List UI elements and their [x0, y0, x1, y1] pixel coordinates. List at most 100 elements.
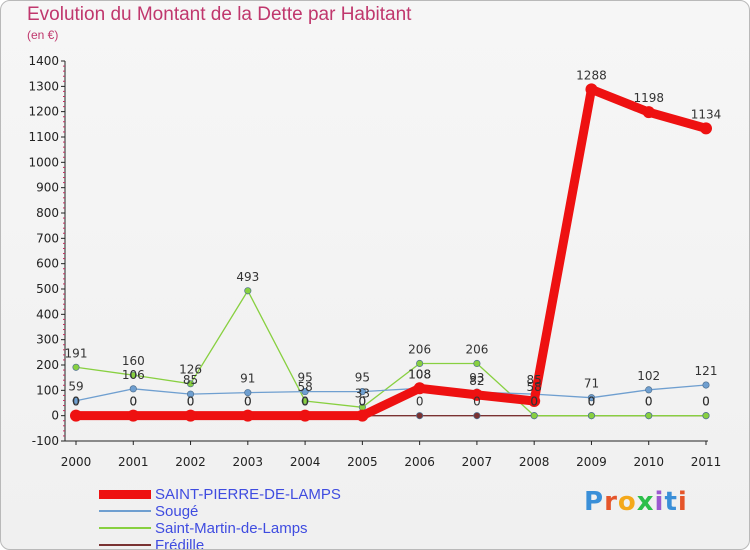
series-point-2 [587, 412, 596, 420]
data-label-3: 0 [72, 395, 80, 409]
data-label-0: 1134 [691, 107, 722, 121]
y-tick-label: 1200 [28, 105, 59, 119]
series-point-2 [72, 363, 80, 371]
data-label-1: 71 [584, 377, 599, 391]
brand-letter: i [654, 487, 665, 517]
data-label-3: 0 [301, 395, 309, 409]
data-label-1: 59 [68, 380, 83, 394]
data-label-0: 82 [469, 374, 484, 388]
data-label-2: 206 [408, 342, 431, 356]
data-label-2: 160 [122, 354, 145, 368]
data-label-0: 0 [187, 395, 195, 409]
series-point-0 [127, 409, 140, 422]
series-point-0 [356, 409, 369, 422]
y-tick-label: 600 [36, 257, 59, 271]
series-point-1 [358, 388, 366, 396]
series-point-2 [530, 412, 538, 420]
series-point-1 [72, 397, 80, 405]
legend-label: Saint-Martin-de-Lamps [155, 520, 308, 537]
y-tick-label: 1400 [28, 54, 59, 68]
x-tick-label: 2004 [290, 455, 321, 469]
brand-logo: Proxiti [584, 487, 688, 517]
series-point-0 [642, 106, 655, 119]
series-point-0 [70, 409, 82, 422]
x-tick-label: 2003 [233, 455, 264, 469]
series-point-3 [416, 412, 424, 420]
data-label-1: 93 [469, 371, 484, 385]
y-tick-label: 700 [36, 231, 59, 245]
series-point-2 [301, 397, 309, 405]
y-tick-label: 200 [36, 358, 59, 372]
brand-letter: t [664, 487, 678, 517]
series-point-2 [129, 371, 137, 379]
legend-swatch [99, 510, 151, 512]
data-label-0: 1288 [576, 68, 607, 82]
data-label-1: 106 [122, 368, 145, 382]
data-label-1: 85 [527, 373, 542, 387]
y-tick-label: 300 [36, 333, 59, 347]
data-label-2: 33 [355, 386, 370, 400]
y-tick-label: 100 [36, 383, 59, 397]
series-point-1 [186, 390, 195, 398]
series-point-2 [244, 287, 252, 295]
data-label-0: 0 [301, 395, 309, 409]
legend-label: Sougé [155, 503, 199, 520]
chart-subtitle: (en €) [27, 28, 59, 42]
y-tick-label: 1000 [28, 155, 59, 169]
data-label-2: 493 [236, 270, 259, 284]
data-label-0: 58 [527, 380, 542, 394]
series-point-1 [702, 381, 710, 389]
x-tick-label: 2010 [633, 455, 664, 469]
y-tick-label: 900 [36, 181, 59, 195]
data-label-3: 0 [187, 395, 195, 409]
series-point-2 [416, 359, 424, 368]
series-point-1 [645, 386, 653, 394]
data-label-3: 0 [244, 395, 252, 409]
x-tick-label: 2002 [175, 455, 206, 469]
series-line-0 [71, 84, 711, 421]
series-point-1 [301, 388, 309, 396]
series-point-2 [186, 380, 195, 388]
x-tick-label: 2008 [519, 455, 550, 469]
series-point-1 [129, 385, 137, 393]
legend-label: SAINT-PIERRE-DE-LAMPS [155, 486, 341, 503]
series-point-2 [645, 412, 653, 420]
y-tick-label: 400 [36, 307, 59, 321]
series-point-0 [528, 394, 541, 407]
y-tick-label: 1100 [28, 130, 59, 144]
data-label-0: 1198 [633, 91, 664, 105]
series-point-3 [473, 412, 481, 420]
data-label-0: 0 [72, 395, 80, 409]
data-label-2: 58 [297, 380, 312, 394]
data-label-0: 0 [129, 395, 137, 409]
data-label-3: 0 [129, 395, 137, 409]
data-label-1: 108 [408, 367, 431, 381]
data-label-2: 0 [530, 395, 538, 409]
series-point-2 [473, 359, 481, 368]
x-tick-label: 2005 [347, 455, 378, 469]
series-point-1 [244, 389, 252, 397]
y-tick-label: 800 [36, 206, 59, 220]
data-label-2: 191 [65, 346, 88, 360]
legend-swatch [99, 489, 151, 499]
x-tick-label: 2007 [462, 455, 493, 469]
series-point-0 [184, 409, 197, 422]
data-label-0: 0 [244, 395, 252, 409]
data-label-1: 85 [183, 373, 198, 387]
series-point-1 [587, 394, 596, 402]
data-label-1: 102 [637, 369, 660, 383]
brand-letter: P [584, 487, 605, 517]
x-tick-label: 2011 [691, 455, 722, 469]
data-label-3: 0 [530, 395, 538, 409]
x-tick-label: 2006 [404, 455, 435, 469]
y-tick-label: -100 [32, 434, 59, 448]
brand-letter: o [617, 487, 637, 517]
data-label-3: 0 [645, 395, 653, 409]
data-label-3: 0 [702, 395, 710, 409]
series-line-2 [75, 290, 707, 417]
data-label-1: 95 [297, 371, 312, 385]
data-label-3: 0 [416, 395, 424, 409]
legend-label: Frédille [155, 537, 205, 550]
